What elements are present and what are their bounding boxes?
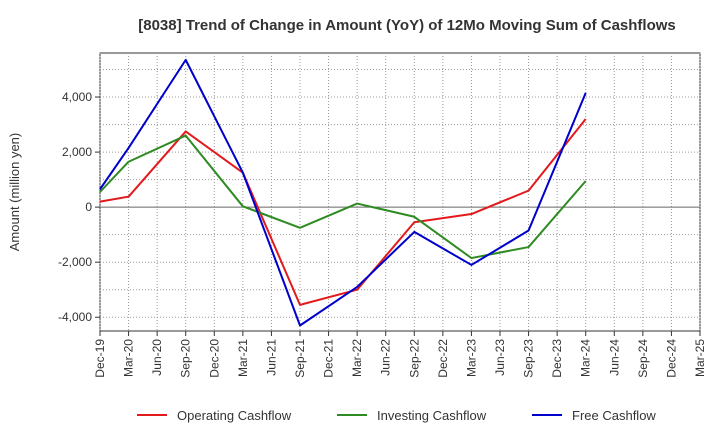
x-tick-label: Sep-22 — [407, 339, 421, 378]
x-tick-label: Jun-24 — [607, 339, 621, 376]
x-tick-label: Sep-21 — [293, 339, 307, 378]
series-line-free-cashflow — [99, 58, 587, 327]
x-tick-label: Dec-22 — [436, 339, 450, 378]
x-axis: Dec-19 Mar-20 Jun-20 Sep-20 Dec-20 Mar-21 Jun-… — [93, 331, 707, 378]
x-tick-label: Dec-21 — [322, 339, 336, 378]
x-tick-label: Dec-19 — [93, 339, 107, 378]
x-tick-label: Mar-20 — [122, 339, 136, 377]
y-tick-label: 0 — [85, 200, 92, 214]
x-tick-label: Dec-20 — [207, 339, 221, 378]
x-tick-label: Mar-22 — [350, 339, 364, 377]
x-tick-label: Jun-23 — [493, 339, 507, 376]
legend: Operating Cashflow Investing Cashflow Free… — [137, 408, 656, 423]
x-tick-label: Sep-23 — [522, 339, 536, 378]
x-tick-label: Jun-22 — [379, 339, 393, 376]
x-tick-label: Dec-23 — [550, 339, 564, 378]
x-tick-label: Dec-24 — [664, 339, 678, 378]
plot-area — [99, 52, 701, 332]
chart-title: [8038] Trend of Change in Amount (YoY) o… — [138, 17, 676, 34]
x-tick-label: Jun-21 — [264, 339, 278, 376]
x-tick-label: Mar-23 — [464, 339, 478, 377]
y-tick-label: 4,000 — [62, 90, 92, 104]
legend-label: Investing Cashflow — [377, 408, 487, 423]
y-tick-label: -4,000 — [58, 310, 92, 324]
x-tick-label: Sep-20 — [179, 339, 193, 378]
legend-label: Free Cashflow — [572, 408, 656, 423]
y-tick-label: -2,000 — [58, 255, 92, 269]
legend-label: Operating Cashflow — [177, 408, 292, 423]
series-line-operating-cashflow — [99, 118, 587, 306]
x-tick-label: Mar-25 — [693, 339, 707, 377]
x-tick-label: Jun-20 — [150, 339, 164, 376]
series-lines — [99, 58, 587, 327]
x-tick-label: Sep-24 — [636, 339, 650, 378]
y-tick-label: 2,000 — [62, 145, 92, 159]
grid-lines — [99, 53, 701, 331]
y-axis: 4,000 2,000 0 -2,000 -4,000 — [58, 90, 100, 324]
series-line-investing-cashflow — [99, 134, 587, 260]
y-axis-label: Amount (million yen) — [7, 133, 22, 252]
x-tick-label: Mar-24 — [579, 339, 593, 377]
x-tick-label: Mar-21 — [236, 339, 250, 377]
